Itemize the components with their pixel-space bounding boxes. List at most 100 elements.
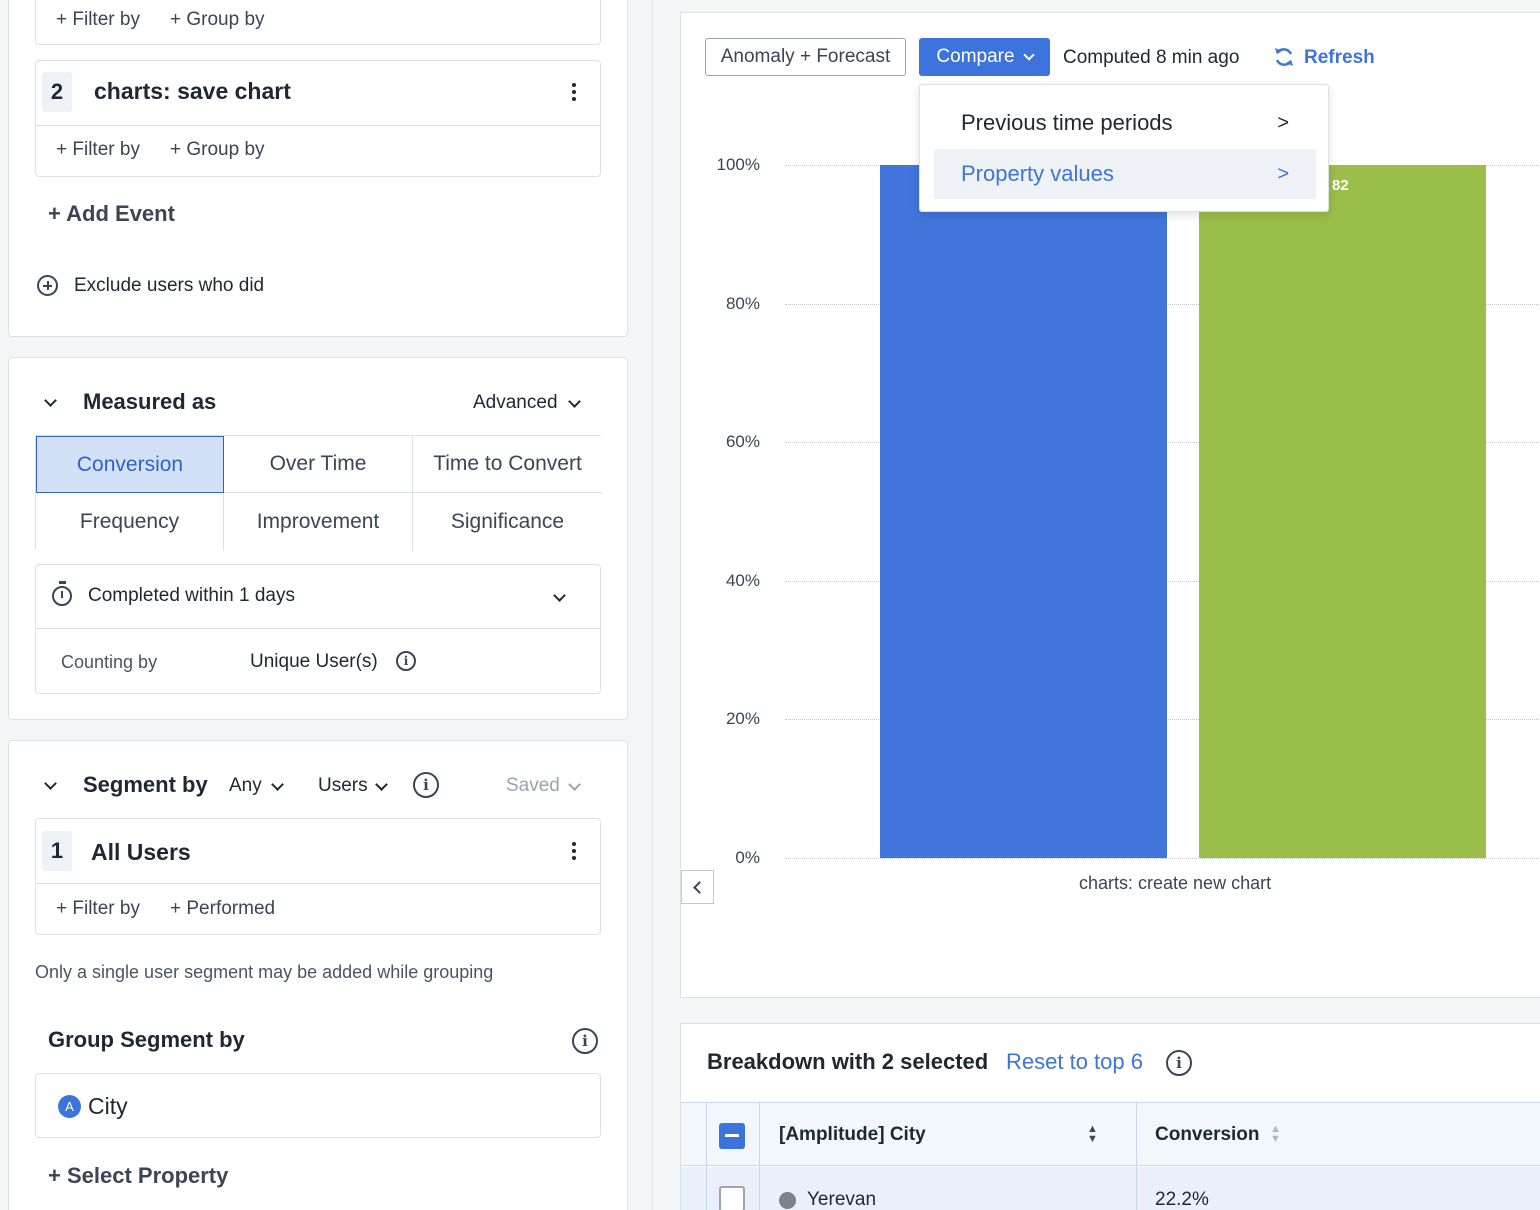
collapse-chevron-icon[interactable]: [44, 775, 57, 793]
filter-by-button[interactable]: + Filter by: [56, 139, 140, 160]
metric-option-significance[interactable]: Significance: [413, 493, 602, 551]
segment-note: Only a single user segment may be added …: [35, 962, 494, 982]
counting-by-value[interactable]: Unique User(s): [250, 651, 378, 672]
chevron-down-icon: [1022, 48, 1035, 61]
row-conversion: 22.2%: [1155, 1189, 1209, 1210]
completed-within-dropdown[interactable]: Completed within 1 days: [88, 585, 295, 606]
column-divider: [759, 1167, 760, 1210]
more-options-icon[interactable]: [564, 80, 584, 104]
divider: [36, 883, 600, 884]
group-property-box[interactable]: A City: [35, 1073, 601, 1138]
breakdown-title: Breakdown with 2 selected: [707, 1049, 989, 1074]
chevron-right-icon: >: [1277, 111, 1289, 134]
column-divider: [706, 1167, 707, 1210]
group-by-button[interactable]: + Group by: [170, 139, 265, 160]
column-divider: [706, 1103, 707, 1167]
any-dropdown-label[interactable]: Any: [229, 775, 262, 796]
column-header-conversion[interactable]: Conversion: [1155, 1124, 1260, 1145]
y-tick-label: 20%: [725, 709, 760, 729]
menu-item-label: Property values: [961, 161, 1114, 186]
row-checkbox[interactable]: [719, 1186, 745, 1210]
saved-segments-dropdown[interactable]: Saved: [506, 775, 560, 796]
step-number: 2: [42, 72, 72, 112]
bar-data-label: 82: [1332, 177, 1349, 194]
refresh-button[interactable]: Refresh: [1304, 47, 1375, 68]
compare-label: Compare: [936, 46, 1015, 67]
group-segment-title: Group Segment by: [48, 1027, 245, 1052]
exclude-users-button[interactable]: Exclude users who did: [74, 275, 265, 296]
collapse-chevron-icon[interactable]: [44, 392, 57, 410]
chevron-down-icon[interactable]: [553, 587, 566, 605]
select-all-checkbox[interactable]: [719, 1123, 745, 1149]
plus-circle-icon[interactable]: [37, 275, 58, 296]
advanced-dropdown-label[interactable]: Advanced: [473, 392, 558, 413]
performed-button[interactable]: + Performed: [170, 898, 276, 919]
stopwatch-icon: [52, 581, 72, 606]
row-city: Yerevan: [807, 1189, 877, 1210]
compare-button[interactable]: Compare: [919, 38, 1050, 76]
scroll-left-button[interactable]: [681, 870, 714, 904]
event-step-1-box: + Filter by + Group by: [35, 0, 601, 45]
metric-type-selector: Conversion Over Time Time to Convert Fre…: [35, 435, 602, 551]
breakdown-card: Breakdown with 2 selected Reset to top 6…: [680, 1023, 1540, 1210]
chart-bar[interactable]: [1199, 165, 1486, 858]
column-header-city[interactable]: [Amplitude] City: [779, 1124, 926, 1145]
column-divider: [1136, 1167, 1137, 1210]
sort-icon[interactable]: ▲ ▼: [1087, 1123, 1098, 1145]
table-row[interactable]: Yerevan 22.2%: [681, 1167, 1540, 1210]
sort-icon[interactable]: ▲ ▼: [1270, 1123, 1281, 1145]
gridline: [785, 858, 1540, 859]
chart-bar[interactable]: [880, 165, 1167, 858]
more-options-icon[interactable]: [564, 839, 584, 863]
table-header: [Amplitude] City ▲ ▼ Conversion ▲ ▼: [681, 1102, 1540, 1167]
filter-by-button[interactable]: + Filter by: [56, 9, 140, 30]
series-color-dot: [779, 1192, 796, 1209]
chevron-down-icon[interactable]: [271, 776, 284, 794]
y-tick-label: 0%: [735, 848, 760, 867]
chevron-down-icon[interactable]: [375, 776, 388, 794]
y-tick-label: 80%: [725, 293, 760, 313]
y-tick-label: 100%: [716, 155, 760, 174]
filter-by-button[interactable]: + Filter by: [56, 898, 140, 919]
divider: [36, 125, 600, 126]
y-tick-label: 60%: [725, 432, 760, 452]
chevron-left-icon: [693, 881, 706, 894]
segment-name[interactable]: All Users: [91, 839, 191, 865]
metric-option-conversion[interactable]: Conversion: [36, 436, 224, 493]
anomaly-forecast-button[interactable]: Anomaly + Forecast: [705, 38, 906, 76]
reset-to-top-link[interactable]: Reset to top 6: [1006, 1049, 1143, 1074]
menu-item-label: Previous time periods: [961, 110, 1173, 135]
group-by-button[interactable]: + Group by: [170, 9, 265, 30]
computed-timestamp: Computed 8 min ago: [1063, 47, 1240, 68]
add-event-button[interactable]: + Add Event: [48, 201, 175, 226]
metric-option-time-to-convert[interactable]: Time to Convert: [413, 436, 602, 493]
x-category-label: charts: create new chart: [1079, 873, 1272, 893]
info-icon[interactable]: i: [1166, 1050, 1192, 1076]
segment-1-box: 1 All Users + Filter by + Performed: [35, 818, 601, 935]
chevron-down-icon[interactable]: [568, 776, 581, 794]
info-icon[interactable]: i: [413, 772, 439, 798]
group-property-name: City: [88, 1093, 128, 1119]
divider: [36, 628, 600, 629]
metric-option-frequency[interactable]: Frequency: [36, 493, 224, 551]
menu-item-property-values[interactable]: Property values >: [934, 149, 1316, 199]
users-dropdown-label[interactable]: Users: [318, 775, 368, 796]
measured-as-title: Measured as: [83, 389, 217, 414]
chevron-down-icon[interactable]: [568, 393, 581, 411]
segment-by-title: Segment by: [83, 772, 208, 797]
metric-option-over-time[interactable]: Over Time: [224, 436, 413, 493]
info-icon[interactable]: i: [572, 1028, 598, 1054]
metric-option-improvement[interactable]: Improvement: [224, 493, 413, 551]
segment-number: 1: [42, 831, 72, 871]
info-icon[interactable]: i: [396, 651, 416, 671]
conversion-settings-box: Completed within 1 days Counting by Uniq…: [35, 564, 601, 694]
chevron-right-icon: >: [1277, 162, 1289, 185]
y-tick-label: 40%: [725, 570, 760, 590]
select-property-button[interactable]: + Select Property: [48, 1163, 229, 1188]
menu-item-previous-time-periods[interactable]: Previous time periods >: [934, 98, 1316, 148]
amplitude-property-icon: A: [58, 1095, 81, 1118]
refresh-icon[interactable]: [1272, 45, 1296, 69]
query-panel: + Filter by + Group by 2 charts: save ch…: [0, 0, 653, 1210]
compare-menu: Previous time periods > Property values …: [919, 84, 1329, 212]
event-name[interactable]: charts: save chart: [94, 78, 291, 104]
